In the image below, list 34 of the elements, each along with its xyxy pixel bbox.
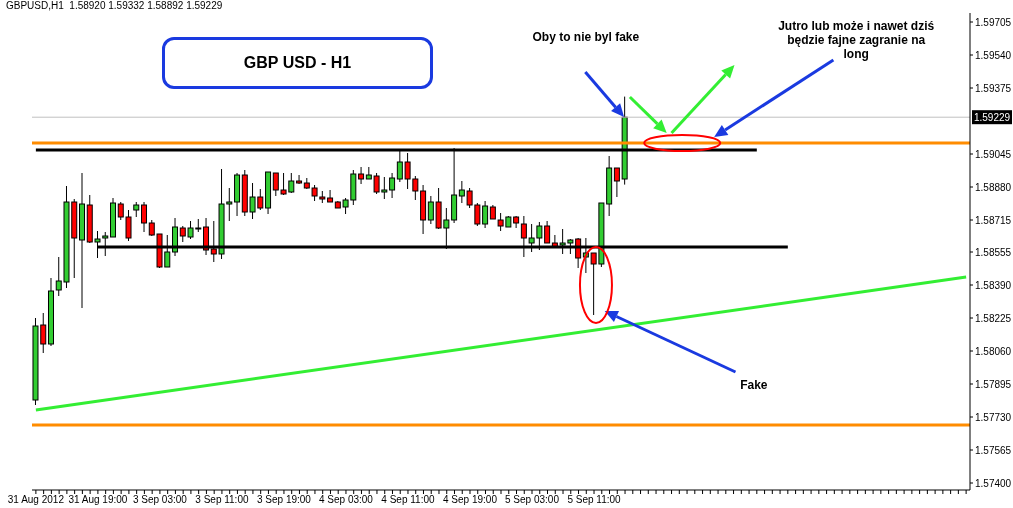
candlestick xyxy=(296,174,303,185)
y-tick-label: 1.58715 xyxy=(975,214,1012,226)
ref-line-label: 1.59229 xyxy=(973,112,1011,124)
y-tick-label: 1.58060 xyxy=(975,345,1012,357)
x-tick-label: 3 Sep 19:00 xyxy=(256,494,312,506)
x-tick-label: 31 Aug 19:00 xyxy=(68,494,128,506)
y-tick-label: 1.57400 xyxy=(975,477,1012,489)
annotation: Oby to nie byl fake xyxy=(531,30,641,44)
y-tick-label: 1.58880 xyxy=(975,181,1012,193)
y-tick-label: 1.57895 xyxy=(975,378,1012,390)
x-tick-label: 3 Sep 11:00 xyxy=(195,494,249,506)
y-tick-label: 1.59540 xyxy=(975,49,1012,61)
y-tick-label: 1.59375 xyxy=(975,82,1012,94)
y-tick-label: 1.59705 xyxy=(975,16,1012,28)
candlestick xyxy=(327,189,334,203)
x-tick-label: 31 Aug 2012 xyxy=(7,494,65,506)
candlestick xyxy=(389,172,396,199)
x-tick-label: 4 Sep 03:00 xyxy=(318,494,374,506)
y-tick-label: 1.57565 xyxy=(975,444,1012,456)
chart-title: GBPUSD,H1 1.58920 1.59332 1.58892 1.59229 xyxy=(6,0,223,11)
y-tick-label: 1.58225 xyxy=(975,312,1012,324)
x-tick-label: 5 Sep 03:00 xyxy=(505,494,560,506)
annotation: Fake xyxy=(739,378,769,392)
x-tick-label: 4 Sep 19:00 xyxy=(443,494,498,506)
y-tick-label: 1.58390 xyxy=(975,279,1012,291)
annotation: Jutro lub może i nawet dziś będzie fajne zagranie na long xyxy=(777,19,936,61)
candlestick xyxy=(358,166,365,185)
y-tick-label: 1.58555 xyxy=(975,246,1012,258)
x-tick-label: 4 Sep 11:00 xyxy=(381,494,436,506)
candlestick xyxy=(141,201,148,233)
y-tick-label: 1.59045 xyxy=(975,148,1012,160)
y-tick-label: 1.57730 xyxy=(975,411,1012,423)
x-tick-label: 5 Sep 11:00 xyxy=(567,494,622,506)
x-tick-label: 3 Sep 03:00 xyxy=(132,494,188,506)
